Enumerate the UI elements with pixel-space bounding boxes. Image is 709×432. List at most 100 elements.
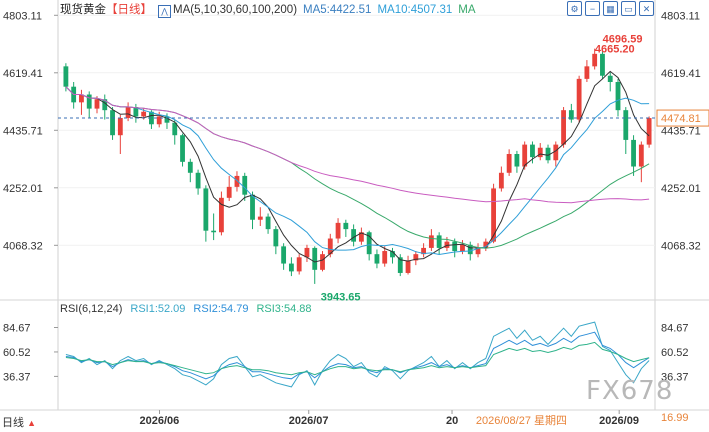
candle-body: [592, 53, 598, 67]
rsi-tick-label-left: 36.37: [3, 371, 31, 383]
candle-body: [413, 254, 419, 261]
candle-body: [358, 232, 364, 242]
high-annotation-label: 4665.20: [595, 43, 635, 55]
rsi-series-line-rsi2: [65, 331, 650, 380]
candle-body: [607, 75, 613, 82]
candle-body: [397, 257, 403, 273]
rsi-tick-label-right: 36.37: [661, 371, 689, 383]
candle-body: [211, 230, 217, 233]
candle-body: [343, 222, 349, 230]
candle-body: [195, 172, 201, 189]
price-tick-label-right: 4068.32: [661, 240, 701, 252]
price-tick-label-right: 4803.11: [661, 10, 700, 22]
rsi3-value: RSI3:54.88: [256, 303, 312, 315]
layout-icon[interactable]: ▦: [603, 1, 618, 16]
candle-body: [172, 122, 178, 136]
candle-body: [327, 238, 333, 255]
chart-header: 现货黄金【日线】 ⋀ MA(5,10,30,60,100,200) MA5:4422.…: [60, 2, 651, 18]
ma10-line: [65, 86, 650, 256]
candle-body: [460, 244, 465, 252]
minimize-icon[interactable]: ▭: [621, 1, 636, 16]
symbol-name: 现货黄金: [60, 4, 106, 16]
candle-body: [483, 241, 489, 248]
candle-body: [390, 251, 395, 258]
candle-body: [102, 99, 108, 111]
minus-icon[interactable]: −: [585, 1, 600, 16]
watermark-logo: FX678: [586, 376, 674, 406]
ma60-line: [65, 86, 650, 204]
price-tick-label-left: 4068.32: [3, 240, 43, 252]
close-icon[interactable]: ✕: [639, 1, 654, 16]
candle-body: [444, 241, 450, 248]
candle-body: [288, 263, 294, 272]
candle-body: [304, 247, 310, 258]
period-selector[interactable]: 日线 ▲: [2, 414, 36, 430]
candle-body: [421, 247, 427, 255]
candle-body: [366, 232, 372, 255]
rsi-legend: RSI(6,12,24) RSI1:52.09 RSI2:54.79 RSI3:54.…: [60, 303, 320, 315]
candle-body: [498, 172, 504, 189]
price-tick-label-right: 4619.41: [661, 68, 701, 80]
candle-body: [405, 260, 411, 273]
candle-body: [615, 82, 621, 111]
price-tick-label-left: 4619.41: [3, 68, 43, 80]
candle-body: [187, 161, 193, 173]
candle-body: [226, 186, 232, 198]
candle-body: [491, 188, 496, 242]
candle-body: [351, 229, 357, 242]
candle-body: [94, 99, 100, 109]
rsi-tick-label-left: 84.67: [3, 323, 31, 335]
ma-more-value: MA: [458, 4, 476, 16]
candle-body: [623, 110, 629, 140]
candle-body: [530, 144, 535, 158]
candle-body: [265, 216, 271, 230]
candle-body: [600, 53, 605, 76]
candle-body: [335, 222, 341, 239]
candle-body: [631, 139, 636, 167]
candle-body: [428, 235, 434, 248]
candle-body: [646, 118, 652, 145]
high-annotation-label: 4696.59: [603, 34, 643, 46]
candle-body: [63, 66, 69, 87]
candle-body: [110, 110, 115, 136]
candle-body: [156, 116, 162, 125]
candle-body: [86, 94, 92, 109]
candle-body: [234, 175, 240, 187]
candle-body: [374, 254, 380, 264]
period-tag: 【日线】: [106, 4, 152, 16]
rsi-series-line-rsi3: [65, 341, 650, 376]
candle-body: [506, 154, 512, 173]
candle-body: [281, 246, 287, 264]
rsi-tick-label-right: 84.67: [661, 323, 689, 335]
settings-icon[interactable]: ⚙: [567, 1, 582, 16]
candle-body: [436, 235, 442, 248]
candle-body: [553, 144, 559, 161]
candle-body: [561, 110, 566, 145]
time-tick-label: 2026/07: [289, 415, 329, 427]
candle-body: [514, 154, 520, 167]
ma-indicator-icon[interactable]: ⋀: [158, 5, 171, 18]
candle-body: [149, 111, 154, 125]
low-annotation-label: 3943.65: [321, 291, 361, 303]
current-price-badge: [656, 109, 709, 127]
rsi-tick-label-right: 60.52: [661, 347, 689, 359]
price-tick-label-left: 4252.01: [3, 183, 43, 195]
crosshair-date-label: 2026/08/27 星期四: [476, 414, 567, 427]
candle-body: [312, 247, 318, 270]
candle-body: [576, 78, 582, 120]
price-tick-label-right: 4252.01: [661, 183, 701, 195]
price-tick-label-right: 4435.71: [661, 125, 701, 137]
candle-body: [545, 147, 551, 161]
price-tick-label-left: 4803.11: [3, 10, 42, 22]
rsi-tick-label-left: 60.52: [3, 347, 31, 359]
candle-body: [584, 66, 590, 79]
candle-body: [522, 144, 528, 167]
candle-body: [638, 144, 644, 167]
rsi1-value: RSI1:52.09: [130, 303, 186, 315]
candle-body: [203, 188, 209, 231]
candle-body: [250, 194, 255, 220]
candle-body: [273, 229, 279, 247]
price-tick-label-left: 4435.71: [3, 125, 43, 137]
ma-label: MA(5,10,30,60,100,200): [173, 4, 298, 16]
